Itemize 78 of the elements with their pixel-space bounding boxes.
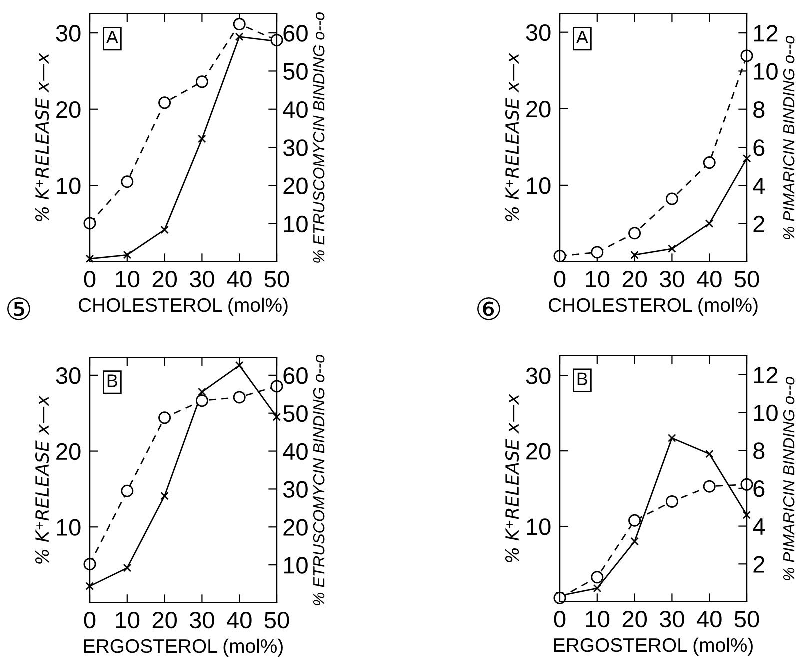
y2-tick-label: 8 bbox=[754, 101, 765, 118]
text: ⑥ bbox=[478, 297, 500, 320]
y2-tick-label: 4 bbox=[753, 178, 765, 194]
x-tick-label: 30 bbox=[190, 612, 214, 629]
y-tick-label: 20 bbox=[56, 443, 81, 460]
x-tick-label: 20 bbox=[152, 612, 178, 629]
x-tick-label: 40 bbox=[697, 270, 722, 288]
x-tick-label: 10 bbox=[586, 270, 610, 288]
y-axis-title: % K⁺RELEASE x—x bbox=[35, 395, 50, 564]
x-axis-title: CHOLESTEROL (mol%) bbox=[548, 298, 758, 316]
x-tick-label: 20 bbox=[622, 270, 648, 288]
x-axis-title: ERGOSTEROL (mol%) bbox=[84, 638, 283, 657]
y2-tick-label: 60 bbox=[284, 368, 308, 384]
x-tick-label: 50 bbox=[264, 612, 290, 629]
x-axis-title: ERGOSTEROL (mol%) bbox=[554, 638, 753, 656]
y-tick-label: 10 bbox=[57, 519, 81, 536]
y2-axis-title: % ETRUSCOMYCIN BINDING o--o bbox=[313, 12, 325, 263]
y-tick-label: 30 bbox=[526, 368, 551, 384]
y-tick-label: 20 bbox=[526, 100, 551, 118]
y-axis-title: % K⁺RELEASE x—x bbox=[505, 52, 520, 222]
annotation: B bbox=[108, 374, 118, 388]
y2-tick-label: 20 bbox=[284, 178, 308, 194]
y-tick-label: 10 bbox=[527, 518, 551, 536]
y-tick-label: 30 bbox=[526, 24, 551, 42]
y2-tick-label: 2 bbox=[754, 556, 764, 573]
x-tick-label: 40 bbox=[697, 610, 722, 628]
y2-tick-label: 30 bbox=[283, 481, 308, 498]
y-tick-label: 30 bbox=[56, 368, 81, 384]
annotation: A bbox=[106, 31, 118, 44]
y2-tick-label: 50 bbox=[284, 405, 308, 422]
x-tick-label: 30 bbox=[660, 610, 684, 628]
y-tick-label: 20 bbox=[526, 443, 551, 460]
y2-axis-title: % PIMARICIN BINDING o--o bbox=[783, 36, 795, 240]
y2-tick-label: 12 bbox=[754, 366, 778, 384]
y2-tick-label: 60 bbox=[284, 25, 308, 42]
y-tick-label: 10 bbox=[57, 178, 81, 194]
y2-tick-label: 30 bbox=[283, 140, 308, 156]
y2-tick-label: 10 bbox=[754, 63, 778, 80]
x-tick-label: 0 bbox=[84, 612, 96, 629]
y2-tick-label: 40 bbox=[283, 443, 308, 460]
x-tick-label: 10 bbox=[116, 270, 140, 288]
y2-tick-label: 6 bbox=[754, 480, 765, 498]
y-axis-title: % K⁺RELEASE x—x bbox=[35, 52, 50, 222]
text: ⑤ bbox=[8, 297, 30, 320]
y2-tick-label: 50 bbox=[284, 63, 308, 80]
x-tick-label: 20 bbox=[152, 270, 178, 288]
y-tick-label: 10 bbox=[527, 178, 551, 194]
x-tick-label: 0 bbox=[554, 270, 566, 288]
y2-tick-label: 10 bbox=[284, 216, 308, 233]
y2-tick-label: 12 bbox=[754, 25, 778, 42]
x-tick-label: 20 bbox=[622, 610, 648, 628]
y-tick-label: 20 bbox=[56, 101, 81, 118]
annotation: A bbox=[576, 31, 588, 44]
x-tick-label: 30 bbox=[190, 270, 214, 288]
x-tick-label: 50 bbox=[734, 270, 760, 288]
x-axis-title: CHOLESTEROL (mol%) bbox=[78, 298, 288, 316]
x-tick-label: 10 bbox=[116, 612, 140, 629]
y2-axis-title: % ETRUSCOMYCIN BINDING o--o bbox=[313, 354, 325, 606]
y2-axis-title: % PIMARICIN BINDING o--o bbox=[783, 377, 795, 580]
y2-tick-label: 40 bbox=[283, 101, 308, 118]
y2-tick-label: 10 bbox=[284, 557, 308, 574]
y2-tick-label: 2 bbox=[754, 216, 764, 232]
y2-tick-label: 10 bbox=[754, 404, 778, 422]
x-tick-label: 40 bbox=[227, 270, 252, 288]
y-axis-title: % K⁺RELEASE x—x bbox=[505, 394, 520, 562]
x-tick-label: 10 bbox=[586, 610, 610, 628]
x-tick-label: 0 bbox=[554, 610, 566, 628]
x-tick-label: 30 bbox=[660, 270, 684, 288]
annotation: B bbox=[578, 372, 588, 386]
y2-tick-label: 6 bbox=[754, 140, 765, 156]
x-tick-label: 40 bbox=[227, 612, 252, 629]
y2-tick-label: 4 bbox=[753, 518, 765, 535]
y2-tick-label: 20 bbox=[284, 519, 308, 536]
x-tick-label: 0 bbox=[84, 270, 96, 288]
y-tick-label: 30 bbox=[56, 25, 81, 42]
x-tick-label: 50 bbox=[734, 610, 760, 628]
x-tick-label: 50 bbox=[264, 270, 290, 288]
y2-tick-label: 8 bbox=[754, 442, 765, 460]
